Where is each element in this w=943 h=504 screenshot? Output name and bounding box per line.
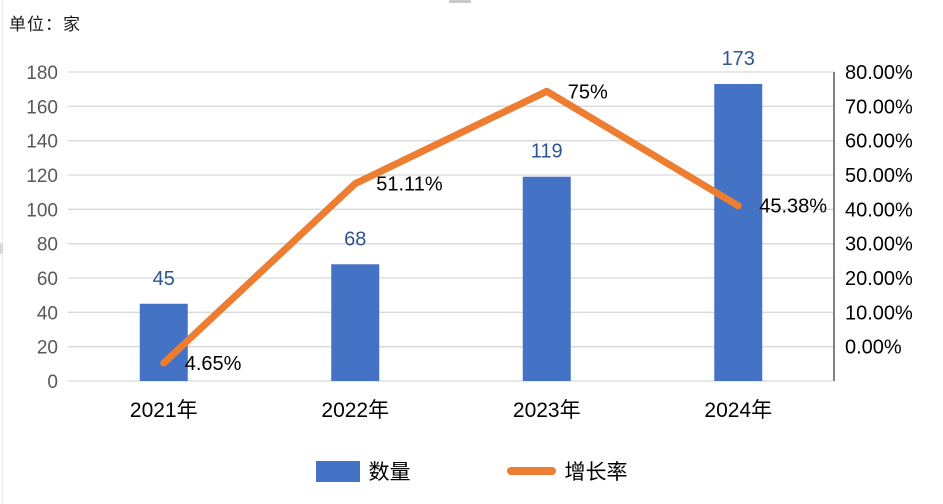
right-axis-tick-label: 20.00% bbox=[845, 268, 913, 290]
chart-resize-handle-left[interactable] bbox=[0, 243, 3, 254]
right-axis-tick-label: 80.00% bbox=[845, 62, 913, 84]
bar-value-label: 173 bbox=[722, 48, 755, 70]
chart-resize-handle-top[interactable] bbox=[449, 0, 471, 3]
x-axis-label-2024年: 2024年 bbox=[704, 399, 772, 422]
left-axis-tick-label: 120 bbox=[26, 166, 58, 187]
right-axis-tick-label: 70.00% bbox=[845, 96, 913, 118]
left-axis-tick-label: 40 bbox=[37, 303, 58, 324]
right-axis-tick-label: 0.00% bbox=[845, 337, 902, 359]
legend-item-line[interactable]: 增长率 bbox=[506, 456, 628, 486]
bar-value-label: 68 bbox=[344, 228, 366, 250]
legend-item-bars[interactable]: 数量 bbox=[315, 456, 411, 486]
right-axis-tick-label: 50.00% bbox=[845, 165, 913, 187]
x-axis-label-2021年: 2021年 bbox=[130, 399, 198, 422]
bar-2024年[interactable] bbox=[714, 84, 763, 382]
left-axis-tick-label: 0 bbox=[47, 372, 58, 393]
left-axis-tick-label: 160 bbox=[26, 97, 58, 118]
left-axis-tick-label: 20 bbox=[37, 338, 58, 359]
bar-value-label: 45 bbox=[153, 268, 175, 290]
bar-2023年[interactable] bbox=[522, 176, 571, 381]
left-axis-tick-label: 140 bbox=[26, 132, 58, 153]
line-point-label: 75% bbox=[568, 81, 608, 103]
growth-rate-line[interactable] bbox=[160, 87, 742, 367]
right-axis-tick-label: 30.00% bbox=[845, 234, 913, 256]
legend-bar-label: 数量 bbox=[368, 461, 411, 484]
left-axis-tick-label: 100 bbox=[26, 200, 58, 221]
legend-line-label: 增长率 bbox=[564, 461, 628, 484]
left-axis-tick-label: 60 bbox=[37, 269, 58, 290]
line-point-label: 51.11% bbox=[376, 174, 443, 196]
bar-value-label: 119 bbox=[531, 141, 563, 163]
right-axis-tick-label: 10.00% bbox=[845, 302, 913, 324]
line-series-swatch-icon bbox=[506, 467, 556, 475]
chart-legend: 数量 增长率 bbox=[0, 453, 943, 489]
right-axis-tick-label: 60.00% bbox=[845, 131, 913, 153]
x-axis-label-2023年: 2023年 bbox=[513, 399, 581, 422]
left-axis-tick-label: 80 bbox=[37, 235, 58, 256]
line-point-label: 45.38% bbox=[759, 196, 827, 218]
unit-label: 单位：家 bbox=[9, 15, 81, 34]
line-point-label: 4.65% bbox=[185, 353, 242, 375]
left-axis-tick-label: 180 bbox=[26, 63, 58, 84]
bar-series-swatch-icon bbox=[315, 460, 360, 482]
bar-2022年[interactable] bbox=[331, 264, 380, 381]
right-axis-tick-label: 40.00% bbox=[845, 199, 913, 221]
x-axis-label-2022年: 2022年 bbox=[321, 399, 389, 422]
bar-2021年[interactable] bbox=[139, 303, 188, 381]
